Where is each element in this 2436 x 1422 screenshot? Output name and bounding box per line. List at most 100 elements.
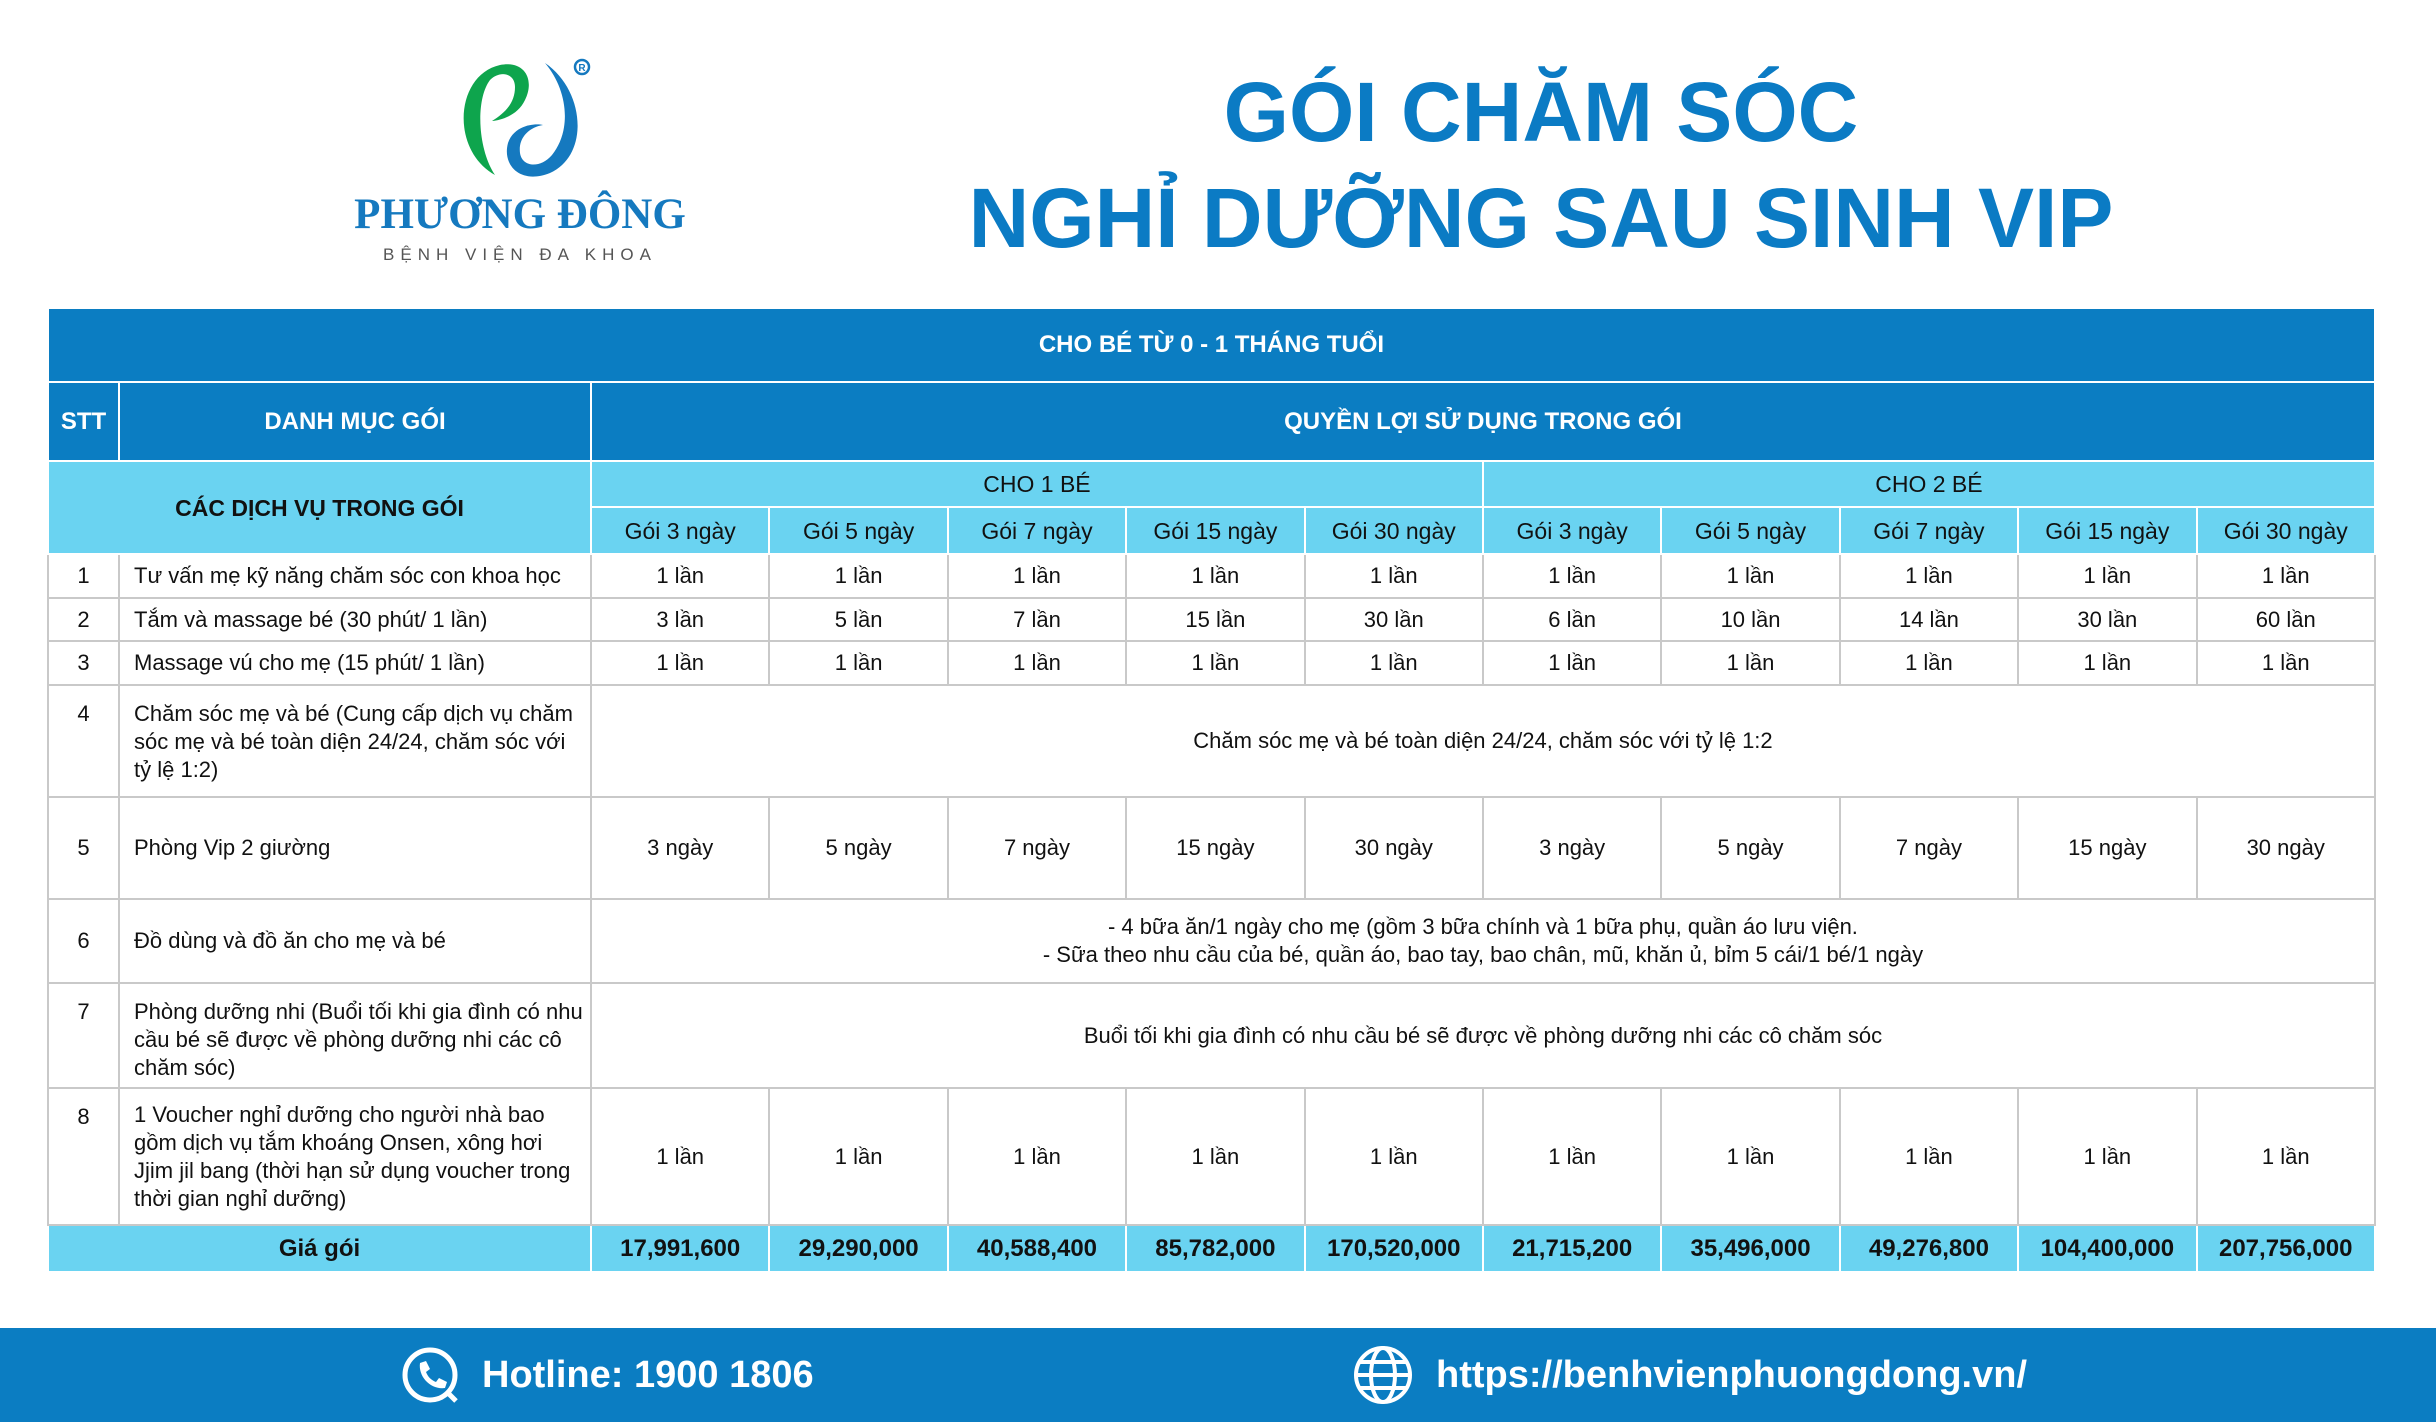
benefit-cell: 1 lần [1838,553,2020,599]
table-row: STT DANH MỤC GÓI QUYỀN LỢI SỬ DỤNG TRONG G… [47,381,2376,462]
table-row: 5 Phòng Vip 2 giường 3 ngày 5 ngày 7 ngày 15 … [47,796,2376,900]
price-cell: 17,991,600 [589,1224,771,1273]
benefit-line: - Sữa theo nhu cầu của bé, quần áo, bao … [1042,942,1924,967]
row-number: 1 [47,553,120,599]
price-cell: 207,756,000 [2195,1224,2376,1273]
benefit-cell: 14 lần [1838,597,2020,642]
page-title-line2: NGHỈ DƯỠNG SAU SINH VIP [968,171,2114,265]
benefit-cell: 3 lần [589,597,771,642]
benefit-cell: 1 lần [2195,553,2376,599]
benefit-cell: 15 lần [1125,597,1306,642]
package-header: Gói 3 ngày [1481,506,1663,555]
benefit-cell: 30 ngày [1303,796,1484,900]
benefit-cell: 1 lần [1660,640,1841,686]
benefit-cell: 1 lần [1303,553,1484,599]
package-header: Gói 15 ngày [1125,506,1306,555]
package-header: Gói 5 ngày [1660,506,1841,555]
header-group-2-babies: CHO 2 BÉ [1481,460,2376,508]
price-label: Giá gói [47,1224,592,1273]
merged-benefit-cell: Chăm sóc mẹ và bé toàn diện 24/24, chăm … [590,684,2376,798]
price-cell: 35,496,000 [1660,1224,1841,1273]
benefit-cell: 60 lần [2195,597,2376,642]
price-cell: 40,588,400 [946,1224,1128,1273]
benefit-cell: 5 lần [768,597,949,642]
benefit-cell: 1 lần [1125,553,1306,599]
website-text: https://benhvienphuongdong.vn/ [1436,1353,2028,1396]
benefit-cell: 1 lần [1125,640,1306,686]
benefit-cell: 1 lần [1660,1087,1841,1226]
benefit-cell: 5 ngày [768,796,949,900]
table-row: Gói 3 ngày Gói 5 ngày Gói 7 ngày Gói 15 ngà… [48,506,2376,555]
package-header: Gói 3 ngày [589,506,771,555]
header-benefits: QUYỀN LỢI SỬ DỤNG TRONG GÓI [590,381,2376,462]
benefit-cell: 1 lần [946,553,1128,599]
website-link[interactable]: https://benhvienphuongdong.vn/ [1352,1328,2027,1422]
hospital-logo: R PHƯƠNG ĐÔNG BỆNH VIỆN ĐA KHOA [340,55,700,275]
hotline[interactable]: Hotline: 1900 1806 [400,1328,814,1422]
benefit-line: - 4 bữa ăn/1 ngày cho mẹ (gồm 3 bữa chín… [1107,914,1858,939]
header-services: CÁC DỊCH VỤ TRONG GÓI [47,460,592,555]
header-category: DANH MỤC GÓI [118,381,592,462]
benefit-cell: 15 ngày [2017,796,2198,900]
benefit-cell: 30 lần [2017,597,2198,642]
benefit-cell: 1 lần [1660,553,1841,599]
brand-name: PHƯƠNG ĐÔNG [354,191,686,238]
footer: Hotline: 1900 1806 https://benhvienphuon… [0,1328,2436,1422]
table-row: CÁC DỊCH VỤ TRONG GÓI CHO 1 BÉ CHO 2 BÉ [47,460,2376,555]
benefit-cell: 3 ngày [1481,796,1663,900]
service-name: Tư vấn mẹ kỹ năng chăm sóc con khoa học [118,553,592,599]
merged-benefit-cell: Buổi tối khi gia đình có nhu cầu bé sẽ đ… [590,982,2376,1089]
price-cell: 21,715,200 [1481,1224,1663,1273]
hotline-text: Hotline: 1900 1806 [482,1353,814,1396]
package-header: Gói 15 ngày [2017,506,2198,555]
benefit-cell: 7 ngày [946,796,1128,900]
benefit-cell: 30 lần [1303,597,1484,642]
package-table: CHO BÉ TỪ 0 - 1 THÁNG TUỔI STT DANH MỤC GÓ… [47,307,2376,1273]
benefit-cell: 30 ngày [2195,796,2376,900]
benefit-cell: 1 lần [1303,1087,1484,1226]
svg-text:R: R [578,63,586,74]
price-cell: 104,400,000 [2017,1224,2198,1273]
table-row: 3 Massage vú cho mẹ (15 phút/ 1 lần) 1 lần… [47,640,2376,686]
page-title-line1: GÓI CHĂM SÓC [1223,65,1859,159]
benefit-cell: 7 lần [946,597,1128,642]
benefit-cell: 1 lần [1481,640,1663,686]
service-name: Chăm sóc mẹ và bé (Cung cấp dịch vụ chăm… [118,684,592,798]
benefit-cell: 1 lần [1838,640,2020,686]
package-header: Gói 30 ngày [1303,506,1484,555]
service-name: Phòng dưỡng nhi (Buổi tối khi gia đình c… [118,982,592,1089]
logo-mark-icon: R [463,58,591,177]
table-row: 7 Phòng dưỡng nhi (Buổi tối khi gia đình … [47,982,2376,1089]
header-stt: STT [47,381,120,462]
benefit-cell: 1 lần [2195,1087,2376,1226]
benefit-cell: 1 lần [1481,1087,1663,1226]
benefit-cell: 7 ngày [1838,796,2020,900]
row-number: 5 [47,796,120,900]
service-name: 1 Voucher nghỉ dưỡng cho người nhà bao g… [118,1087,592,1226]
table-row: 4 Chăm sóc mẹ và bé (Cung cấp dịch vụ chă… [47,684,2376,798]
package-header: Gói 5 ngày [768,506,949,555]
benefit-cell: 1 lần [2017,553,2198,599]
phone-icon [402,1347,458,1403]
price-cell: 49,276,800 [1838,1224,2020,1273]
benefit-cell: 1 lần [1303,640,1484,686]
benefit-cell: 1 lần [946,1087,1128,1226]
benefit-cell: 1 lần [768,553,949,599]
merged-benefit-cell: - 4 bữa ăn/1 ngày cho mẹ (gồm 3 bữa chín… [590,898,2376,984]
benefit-cell: 5 ngày [1660,796,1841,900]
service-name: Tắm và massage bé (30 phút/ 1 lần) [118,597,592,642]
row-number: 8 [47,1087,120,1226]
price-cell: 170,520,000 [1303,1224,1484,1273]
price-cell: 85,782,000 [1125,1224,1306,1273]
service-name: Đồ dùng và đồ ăn cho mẹ và bé [118,898,592,984]
table-banner: CHO BÉ TỪ 0 - 1 THÁNG TUỔI [47,307,2376,383]
table-row: 6 Đồ dùng và đồ ăn cho mẹ và bé - 4 bữa ăn… [47,898,2376,984]
benefit-cell: 15 ngày [1125,796,1306,900]
row-number: 2 [47,597,120,642]
table-row: Giá gói 17,991,600 29,290,000 40,588,400 85,… [47,1224,2376,1273]
row-number: 6 [47,898,120,984]
benefit-cell: 1 lần [768,640,949,686]
benefit-cell: 1 lần [1125,1087,1306,1226]
benefit-cell: 1 lần [589,553,771,599]
